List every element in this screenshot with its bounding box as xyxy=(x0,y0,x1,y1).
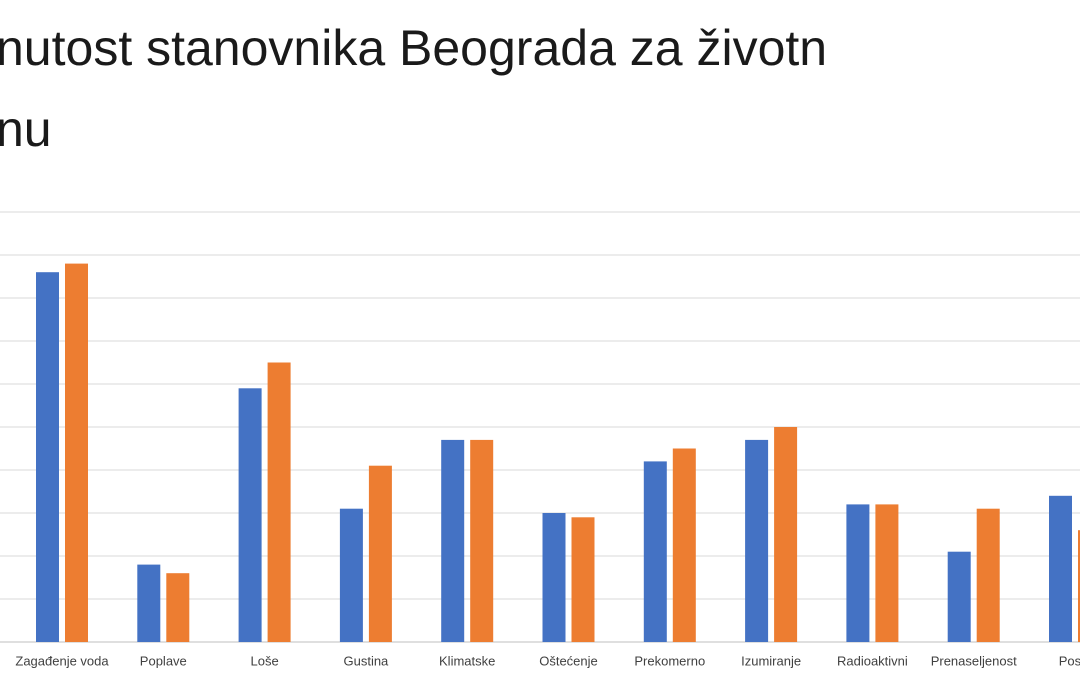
bar xyxy=(745,439,769,642)
x-tick-label: Loše xyxy=(250,653,278,668)
x-tick-label: Posle xyxy=(1059,653,1080,668)
chart-title: nu xyxy=(0,101,52,157)
x-tick-label: Poplave xyxy=(140,653,187,668)
bar xyxy=(875,504,899,642)
bar xyxy=(643,461,667,642)
bar xyxy=(947,551,971,642)
bar xyxy=(137,564,161,642)
bar xyxy=(672,448,696,642)
bar xyxy=(774,427,798,642)
x-tick-label: Gustina xyxy=(343,653,389,668)
bar xyxy=(1078,530,1080,642)
x-tick-label: Izumiranje xyxy=(741,653,801,668)
bar xyxy=(238,388,262,642)
bar xyxy=(368,465,392,642)
bar xyxy=(571,517,595,642)
x-tick-label: Oštećenje xyxy=(539,653,598,668)
bar xyxy=(441,439,465,642)
x-tick-label: Radioaktivni xyxy=(837,653,908,668)
x-tick-label: Klimatske xyxy=(439,653,495,668)
bar xyxy=(976,508,1000,642)
x-tick-label: Prekomerno xyxy=(634,653,705,668)
bar xyxy=(542,513,566,642)
bar xyxy=(267,362,291,642)
bar xyxy=(470,439,494,642)
bar xyxy=(36,272,59,642)
bar xyxy=(166,573,190,642)
chart-title: nutost stanovnika Beograda za životn xyxy=(0,20,827,76)
x-tick-label: Zagađenje voda xyxy=(15,653,109,668)
bar xyxy=(339,508,363,642)
bar xyxy=(65,263,88,642)
bar xyxy=(1049,495,1072,642)
x-tick-label: Prenaseljenost xyxy=(931,653,1017,668)
bar xyxy=(846,504,870,642)
